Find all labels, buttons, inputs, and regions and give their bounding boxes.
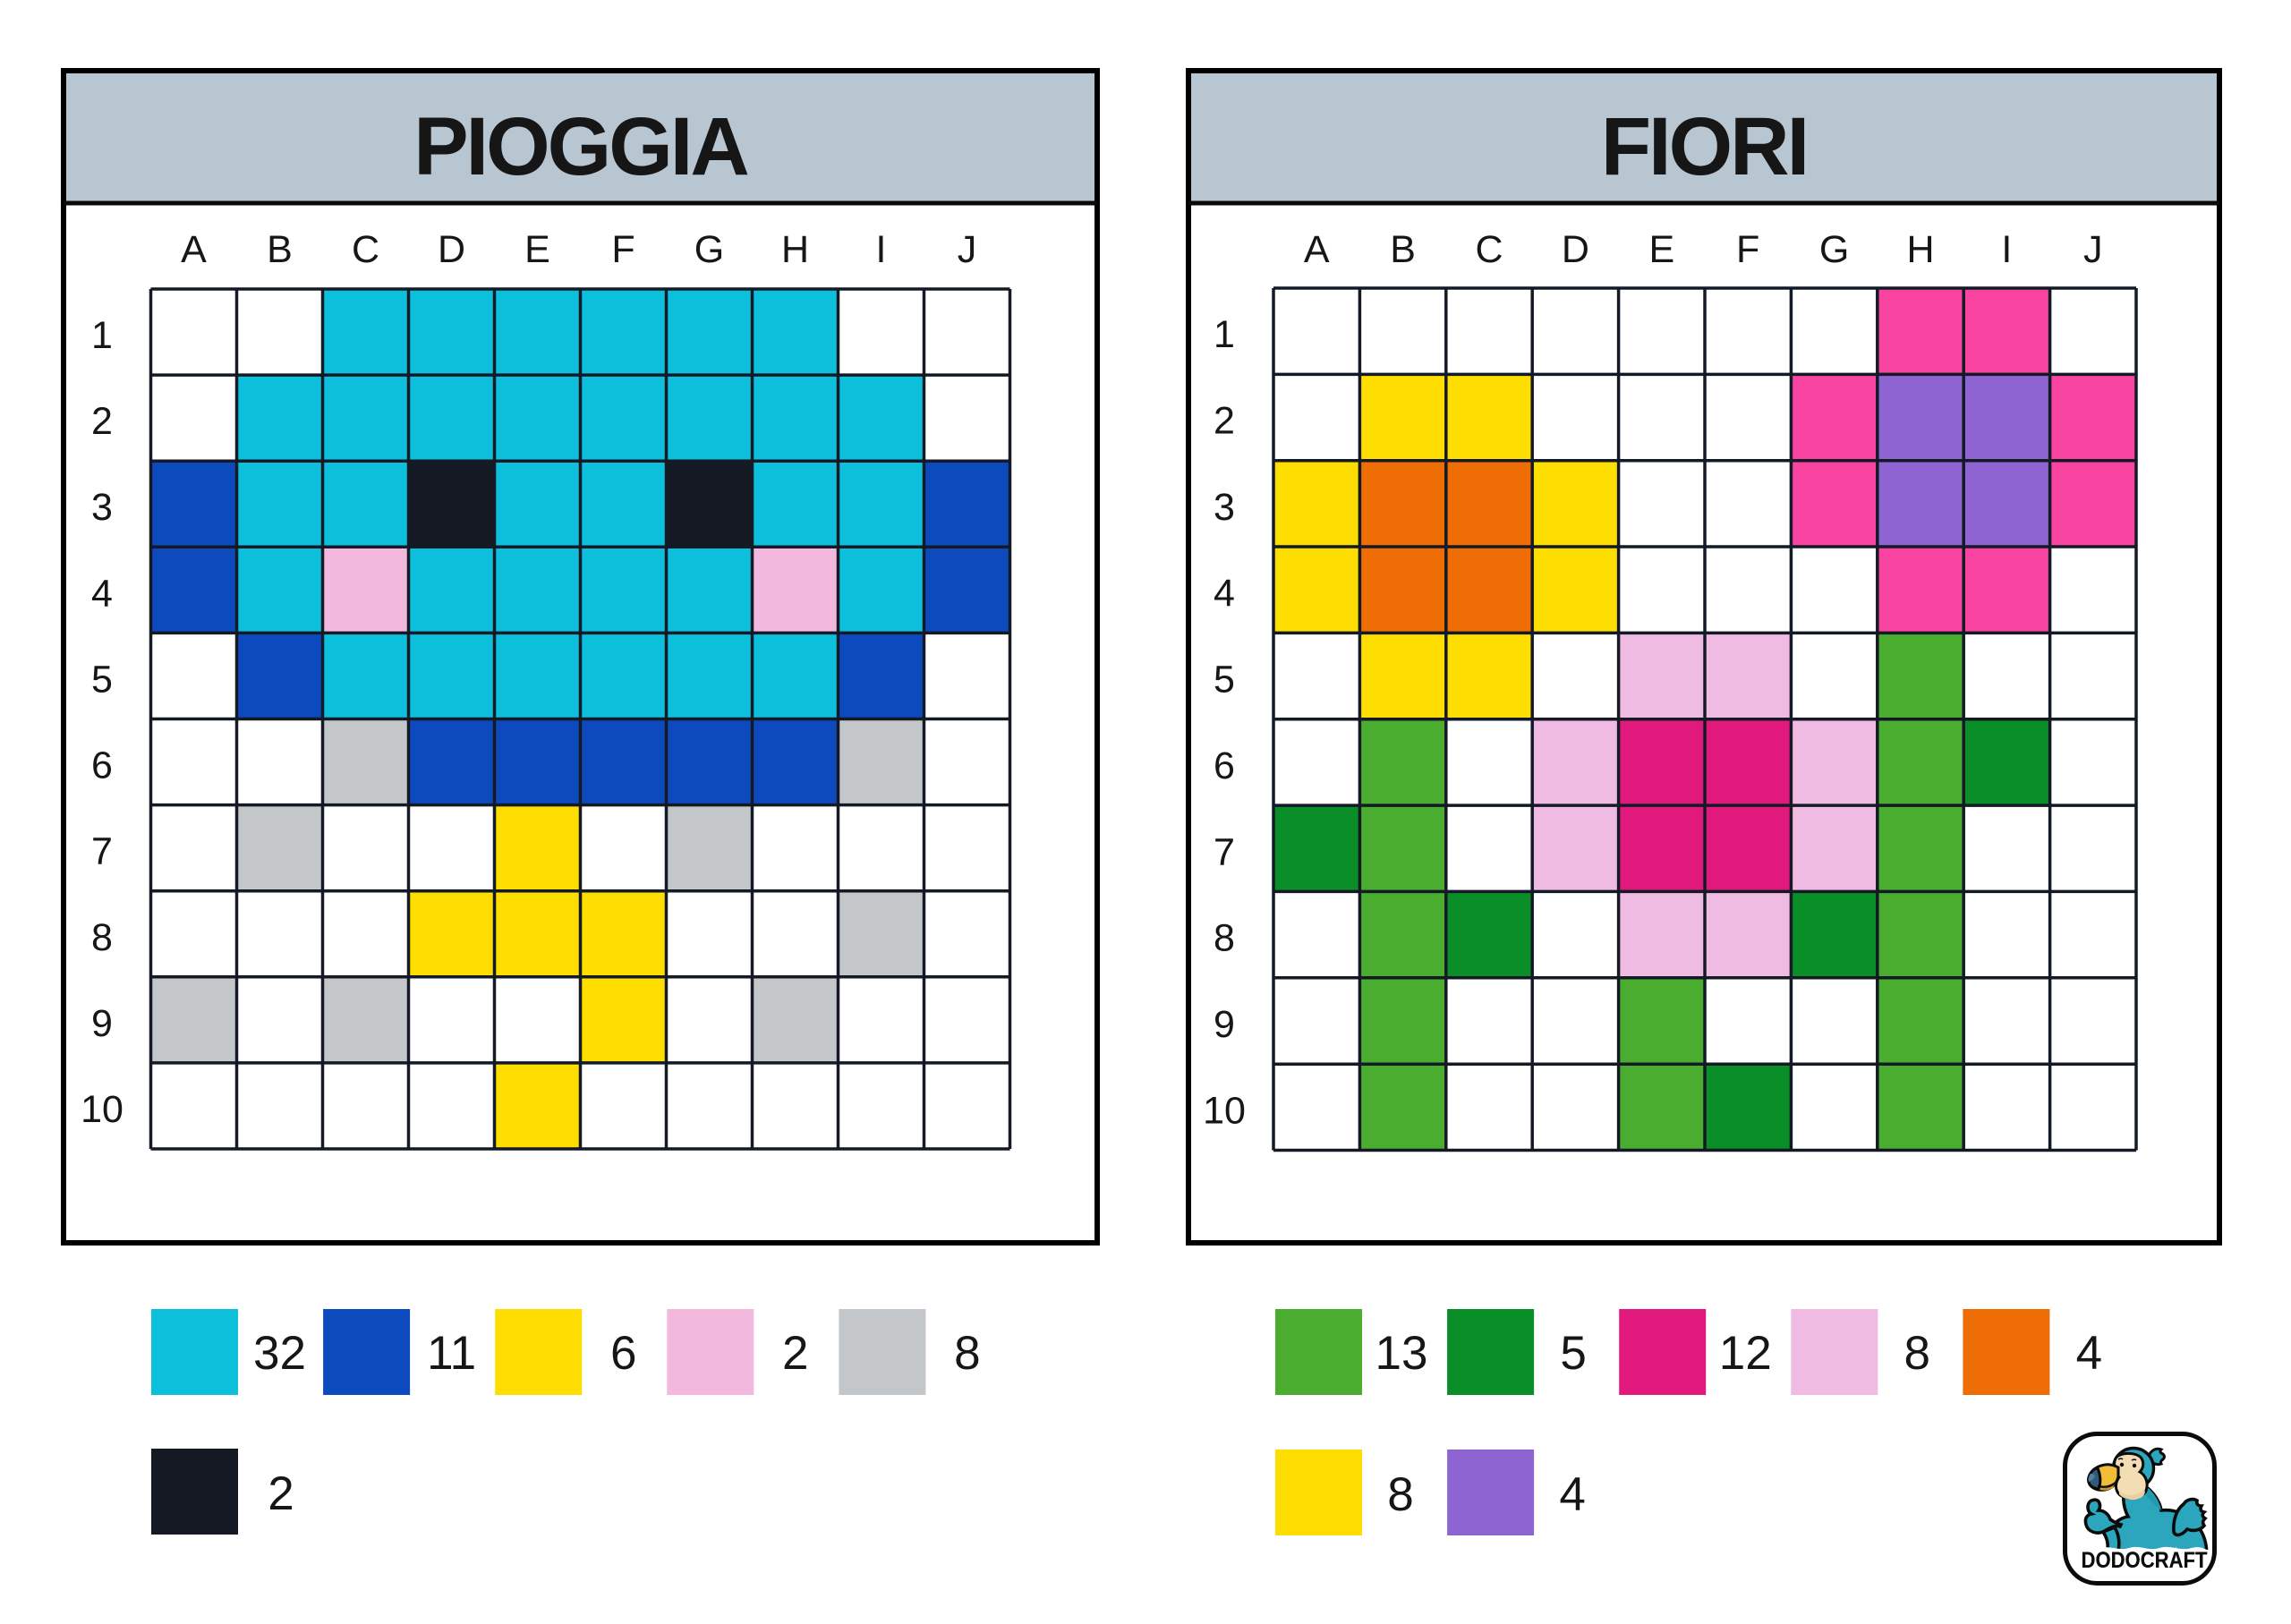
svg-text:4: 4 (2076, 1327, 2102, 1380)
svg-text:8: 8 (1387, 1468, 1413, 1521)
svg-text:C: C (1475, 228, 1503, 271)
svg-text:4: 4 (91, 572, 113, 615)
svg-text:1: 1 (1214, 313, 1235, 356)
svg-text:9: 9 (91, 1002, 113, 1045)
svg-text:F: F (1736, 228, 1759, 271)
svg-text:12: 12 (1719, 1327, 1772, 1380)
svg-text:I: I (876, 228, 887, 271)
svg-text:5: 5 (91, 659, 113, 701)
svg-text:8: 8 (1904, 1327, 1930, 1380)
svg-text:B: B (267, 228, 293, 271)
svg-text:7: 7 (1214, 830, 1235, 873)
svg-text:11: 11 (427, 1327, 476, 1380)
svg-text:DODOCRAFT: DODOCRAFT (2082, 1548, 2208, 1573)
svg-text:A: A (181, 228, 207, 271)
svg-text:B: B (1390, 228, 1416, 271)
svg-text:DODOCRAFT: DODOCRAFT (2082, 1548, 2208, 1573)
svg-text:1: 1 (91, 314, 113, 357)
svg-text:G: G (694, 228, 724, 271)
svg-text:J: J (958, 228, 977, 271)
svg-text:D: D (438, 228, 465, 271)
svg-text:FIORI: FIORI (1601, 101, 1807, 192)
svg-text:H: H (781, 228, 809, 271)
svg-text:I: I (2001, 228, 2012, 271)
svg-text:32: 32 (253, 1327, 306, 1380)
svg-text:7: 7 (91, 830, 113, 873)
svg-text:PIOGGIA: PIOGGIA (413, 101, 748, 192)
svg-text:9: 9 (1214, 1003, 1235, 1046)
svg-text:6: 6 (91, 744, 113, 787)
svg-text:2: 2 (268, 1467, 294, 1520)
svg-text:G: G (1819, 228, 1849, 271)
svg-text:4: 4 (1559, 1468, 1585, 1521)
svg-text:5: 5 (1214, 659, 1235, 701)
svg-text:3: 3 (91, 486, 113, 529)
svg-text:J: J (2083, 228, 2103, 271)
svg-text:6: 6 (610, 1327, 636, 1380)
svg-text:10: 10 (1203, 1089, 1246, 1132)
svg-text:5: 5 (1560, 1327, 1586, 1380)
svg-text:2: 2 (1214, 400, 1235, 443)
svg-text:13: 13 (1375, 1327, 1428, 1380)
svg-text:D: D (1562, 228, 1589, 271)
svg-text:3: 3 (1214, 486, 1235, 529)
svg-text:8: 8 (91, 916, 113, 959)
svg-text:C: C (352, 228, 379, 271)
svg-text:2: 2 (782, 1327, 808, 1380)
svg-text:10: 10 (81, 1088, 123, 1131)
svg-text:A: A (1304, 228, 1330, 271)
svg-text:8: 8 (1214, 917, 1235, 960)
svg-text:8: 8 (954, 1327, 980, 1380)
svg-text:E: E (1648, 228, 1674, 271)
svg-text:F: F (611, 228, 634, 271)
svg-text:H: H (1906, 228, 1934, 271)
svg-text:2: 2 (91, 400, 113, 443)
svg-text:4: 4 (1214, 572, 1235, 615)
svg-text:E: E (524, 228, 550, 271)
svg-text:6: 6 (1214, 744, 1235, 787)
